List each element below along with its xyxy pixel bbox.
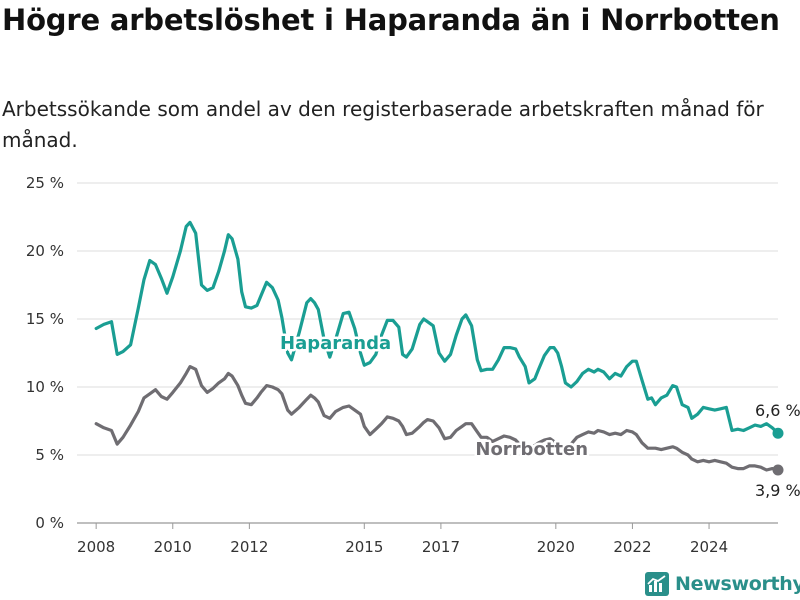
y-tick-label: 10 % xyxy=(26,378,64,396)
page-subtitle: Arbetssökande som andel av den registerb… xyxy=(2,97,764,152)
x-axis-ticks: 2008 2010 2012 2015 2017 2020 2022 2024 xyxy=(77,523,728,556)
end-point-haparanda xyxy=(772,427,784,439)
newsworthy-logo-icon xyxy=(645,572,669,596)
x-tick-label: 2012 xyxy=(230,538,268,556)
y-tick-label: 15 % xyxy=(26,310,64,328)
y-tick-label: 0 % xyxy=(35,514,64,532)
x-tick-label: 2008 xyxy=(77,538,115,556)
end-value-label-norrbotten: 3,9 % xyxy=(755,481,800,500)
series-line-norrbotten xyxy=(94,365,780,472)
series-label-haparanda: Haparanda xyxy=(280,333,391,354)
x-tick-label: 2010 xyxy=(154,538,192,556)
x-tick-label: 2017 xyxy=(422,538,460,556)
series-label-norrbotten: Norrbotten xyxy=(475,439,588,460)
x-tick-label: 2024 xyxy=(690,538,728,556)
y-tick-label: 5 % xyxy=(35,446,64,464)
end-point-norrbotten xyxy=(772,464,784,476)
x-tick-label: 2015 xyxy=(345,538,383,556)
y-tick-label: 25 % xyxy=(26,174,64,192)
x-tick-label: 2020 xyxy=(537,538,575,556)
y-tick-label: 20 % xyxy=(26,242,64,260)
brand-logo: Newsworthy xyxy=(645,570,800,598)
y-axis-ticks: 0 % 5 % 10 % 15 % 20 % 25 % xyxy=(26,174,64,532)
series-labels: Haparanda 6,6 % Norrbotten 3,9 % xyxy=(278,331,800,500)
brand-name: Newsworthy xyxy=(675,573,800,595)
end-value-label-haparanda: 6,6 % xyxy=(755,401,800,420)
page-title: Högre arbetslöshet i Haparanda än i Norr… xyxy=(2,3,780,37)
x-tick-label: 2022 xyxy=(613,538,651,556)
grid-lines xyxy=(77,182,778,524)
series-lines xyxy=(94,220,784,476)
series-line-haparanda xyxy=(94,220,780,435)
